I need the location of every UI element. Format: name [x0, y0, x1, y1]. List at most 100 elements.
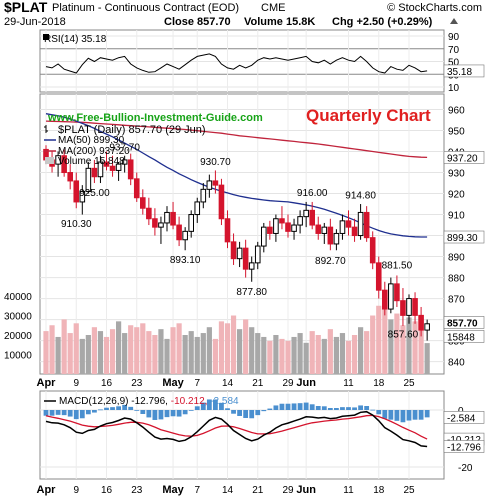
- watermark-url: www.Free-Bullion-Investment-Guide.com: [47, 112, 263, 124]
- candle-body: [351, 226, 358, 237]
- price-tick-label: 880: [448, 274, 465, 285]
- candle-body: [315, 224, 322, 234]
- up-triangle-icon: [450, 18, 458, 24]
- macd-histogram-bar: [194, 406, 200, 410]
- candle-body: [133, 178, 140, 199]
- candle-body: [79, 190, 86, 203]
- candle-body: [127, 159, 134, 180]
- macd-histogram-bar: [206, 399, 212, 410]
- exchange-label: CME: [261, 2, 285, 14]
- legend-ma200: MA(200) 937.20: [58, 146, 130, 157]
- x-axis-label: 16: [101, 485, 113, 496]
- macd-histogram-bar: [364, 406, 370, 410]
- volume-bar: [140, 323, 146, 374]
- candle-body: [279, 218, 285, 224]
- volume-bar: [388, 319, 394, 374]
- volume-bar: [394, 313, 400, 374]
- macd-panel: [39, 390, 445, 480]
- macd-histogram-bar: [43, 410, 49, 416]
- volume-bar: [400, 325, 406, 374]
- candle-body: [333, 232, 340, 245]
- price-tick-label: 930: [448, 169, 465, 180]
- x-axis-label: 11: [343, 378, 354, 389]
- candle-body: [140, 197, 146, 209]
- candle-body: [158, 222, 164, 228]
- candle-body: [382, 289, 388, 310]
- macd-histogram-bar: [400, 410, 406, 423]
- candle-body: [67, 172, 74, 182]
- volume-tick-label: 10000: [4, 351, 32, 362]
- macd-value-tag-box: [443, 440, 485, 453]
- candle-body: [146, 207, 152, 220]
- candle-body: [406, 298, 412, 316]
- rsi-line: [45, 53, 428, 74]
- candle-body: [309, 209, 315, 226]
- candle-body: [224, 218, 231, 243]
- volume-bar: [188, 331, 194, 374]
- price-tick-label: 950: [448, 127, 465, 138]
- candle-body: [291, 224, 297, 232]
- rsi-value-tag: 35.18: [447, 67, 472, 78]
- macd-histogram-bar: [170, 410, 176, 417]
- volume-bar: [212, 338, 218, 374]
- x-axis-label: 9: [73, 378, 79, 389]
- macd-histogram-bar: [376, 410, 382, 415]
- candle-body: [345, 220, 352, 228]
- ma50-line: [45, 113, 428, 238]
- x-axis-label: 14: [222, 485, 234, 496]
- macd-hist-tag-box: [443, 411, 485, 424]
- macd-histogram-bar: [291, 403, 297, 410]
- candle-body: [412, 298, 418, 316]
- close-label: Close 857.70: [164, 16, 231, 28]
- volume-bar: [364, 331, 370, 374]
- volume-bar: [345, 340, 352, 374]
- volume-bar: [109, 329, 116, 374]
- volume-bar: [152, 335, 158, 374]
- macd-label: MACD(12,26,9) -12.796, -10.212, -2.584: [59, 396, 239, 407]
- volume-bar: [315, 335, 321, 374]
- macd-histogram-bar: [219, 402, 224, 410]
- candle-body: [61, 155, 67, 174]
- volume-bar: [170, 327, 176, 374]
- volume-bar: [309, 331, 315, 374]
- macd-histogram-bar: [213, 399, 218, 410]
- macd-histogram-bar: [104, 407, 109, 410]
- price-annotation: 930.70: [200, 157, 231, 168]
- volume-bar: [116, 321, 122, 374]
- rsi-marker-icon: [43, 34, 49, 40]
- price-tick-label: 890: [448, 253, 465, 264]
- macd-signal-line: [45, 414, 428, 440]
- volume-bar: [285, 340, 291, 374]
- volume-bar: [291, 336, 297, 374]
- macd-histogram-bar: [176, 410, 182, 417]
- candle-body: [267, 226, 273, 234]
- ma200-line: [45, 120, 428, 159]
- candle-body: [200, 188, 207, 203]
- volume-bar: [418, 329, 424, 374]
- x-axis-label: Jun: [296, 377, 316, 389]
- candle-body: [103, 161, 110, 167]
- legend-volume: Volume 15,848: [58, 156, 125, 167]
- price-annotation: 877.80: [236, 287, 267, 298]
- candle-body: [375, 262, 382, 291]
- rsi-value-tag-box: [443, 64, 485, 78]
- macd-histogram-bar: [261, 410, 267, 412]
- volume-bar: [237, 329, 243, 374]
- instrument-name: Platinum - Continuous Contract (EOD): [52, 2, 239, 14]
- price-tick-label: 840: [448, 358, 465, 369]
- volume-bar: [134, 327, 140, 374]
- candle-body: [218, 184, 225, 220]
- candle-body: [303, 209, 309, 218]
- macd-histogram-bar: [273, 405, 279, 410]
- macd-histogram-bar: [285, 403, 291, 410]
- macd-histogram-bar: [237, 410, 242, 416]
- candlesticks: [43, 145, 430, 341]
- candle-body: [170, 211, 176, 226]
- macd-histogram-bar: [140, 410, 146, 414]
- macd-histogram-bar: [388, 410, 394, 420]
- macd-histogram-bar: [182, 410, 188, 415]
- candle-body: [91, 167, 98, 178]
- volume-bar: [97, 331, 104, 374]
- volume-bar: [273, 335, 279, 374]
- x-axis-label: Apr: [37, 484, 57, 496]
